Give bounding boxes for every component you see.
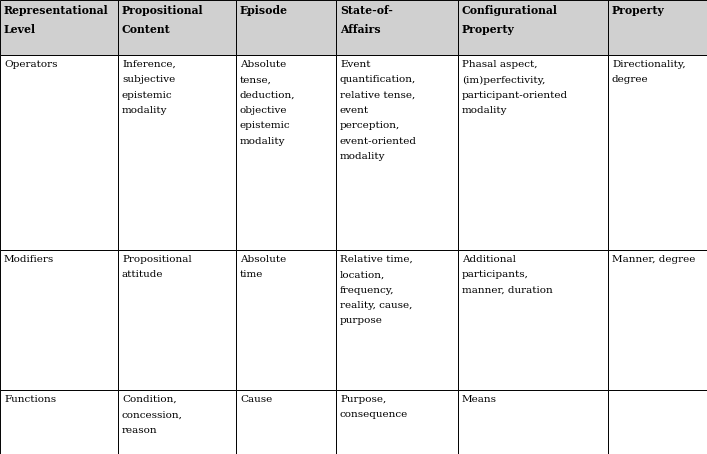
Bar	[236, 250, 336, 390]
Text: Operators: Operators	[4, 60, 57, 69]
Text: Event
quantification,
relative tense,
event
perception,
event-oriented
modality: Event quantification, relative tense, ev…	[340, 60, 417, 161]
Bar	[458, 55, 608, 250]
Bar	[0, 55, 118, 250]
Bar	[608, 390, 707, 454]
Text: Additional
participants,
manner, duration: Additional participants, manner, duratio…	[462, 255, 553, 295]
Text: Phasal aspect,
(im)perfectivity,
participant-oriented
modality: Phasal aspect, (im)perfectivity, partici…	[462, 60, 568, 115]
Bar	[0, 390, 118, 454]
Bar	[458, 250, 608, 390]
Text: State-of-
Affairs: State-of- Affairs	[340, 5, 393, 35]
Text: Purpose,
consequence: Purpose, consequence	[340, 395, 408, 419]
Bar	[458, 390, 608, 454]
Bar	[336, 55, 458, 250]
Text: Episode: Episode	[240, 5, 288, 16]
Bar	[0, 0, 118, 55]
Text: Propositional
attitude: Propositional attitude	[122, 255, 192, 279]
Bar	[118, 250, 236, 390]
Bar	[336, 390, 458, 454]
Text: Representational
Level: Representational Level	[4, 5, 109, 35]
Bar	[118, 55, 236, 250]
Text: Means: Means	[462, 395, 497, 404]
Bar	[608, 0, 707, 55]
Text: Property: Property	[612, 5, 665, 16]
Bar	[0, 250, 118, 390]
Text: Functions: Functions	[4, 395, 56, 404]
Bar	[236, 55, 336, 250]
Text: Modifiers: Modifiers	[4, 255, 54, 264]
Bar	[608, 55, 707, 250]
Bar	[458, 0, 608, 55]
Text: Condition,
concession,
reason: Condition, concession, reason	[122, 395, 183, 434]
Bar	[118, 390, 236, 454]
Text: Inference,
subjective
epistemic
modality: Inference, subjective epistemic modality	[122, 60, 176, 115]
Text: Manner, degree: Manner, degree	[612, 255, 696, 264]
Bar	[336, 250, 458, 390]
Text: Propositional
Content: Propositional Content	[122, 5, 204, 35]
Text: Absolute
tense,
deduction,
objective
epistemic
modality: Absolute tense, deduction, objective epi…	[240, 60, 296, 145]
Text: Cause: Cause	[240, 395, 272, 404]
Bar	[608, 250, 707, 390]
Text: Absolute
time: Absolute time	[240, 255, 286, 279]
Bar	[336, 0, 458, 55]
Bar	[118, 0, 236, 55]
Text: Configurational
Property: Configurational Property	[462, 5, 558, 35]
Text: Relative time,
location,
frequency,
reality, cause,
purpose: Relative time, location, frequency, real…	[340, 255, 413, 325]
Bar	[236, 0, 336, 55]
Text: Directionality,
degree: Directionality, degree	[612, 60, 686, 84]
Bar	[236, 390, 336, 454]
